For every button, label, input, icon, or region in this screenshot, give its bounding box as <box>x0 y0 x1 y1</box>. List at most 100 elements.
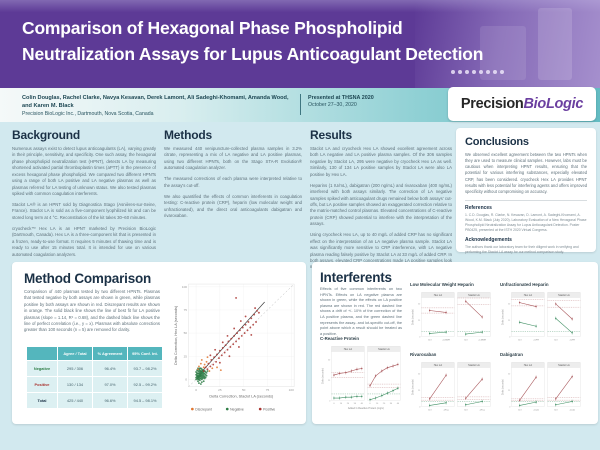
results-paragraph: Heparins (1 IU/mL), dabigatran (200 ng/m… <box>310 182 452 227</box>
svg-text:0: 0 <box>509 407 511 409</box>
lab-equipment-shape <box>538 8 572 80</box>
svg-text:20: 20 <box>347 403 350 405</box>
svg-text:20: 20 <box>383 403 386 405</box>
svg-text:Delta Correction, Hex LA (seco: Delta Correction, Hex LA (seconds) <box>174 305 178 365</box>
affiliation: Precision BioLogic Inc., Dartmouth, Nova… <box>22 110 154 117</box>
svg-text:0: 0 <box>195 388 197 392</box>
table-header-corner <box>27 347 57 360</box>
svg-text:Delta (seconds): Delta (seconds) <box>411 379 414 395</box>
svg-text:0: 0 <box>509 337 511 339</box>
author-names: Colin Douglas, Rachel Clarke, Navya Kesa… <box>22 95 289 110</box>
svg-text:+Riva: +Riva <box>479 409 485 411</box>
row-label-total: Total <box>27 393 57 408</box>
svg-text:40: 40 <box>361 403 364 405</box>
svg-text:100: 100 <box>289 388 294 392</box>
svg-text:Hex LA: Hex LA <box>434 294 443 297</box>
svg-text:Delta Correction, Staclot LA (: Delta Correction, Staclot LA (seconds) <box>209 394 274 398</box>
svg-text:Staclot LA: Staclot LA <box>468 364 480 367</box>
methods-heading: Methods <box>164 128 212 142</box>
svg-text:Delta (seconds): Delta (seconds) <box>411 309 414 325</box>
svg-text:100: 100 <box>182 285 187 289</box>
presented-dates: October 27–30, 2020 <box>308 102 357 109</box>
svg-text:75: 75 <box>184 308 188 312</box>
pipette-tips-decoration <box>451 70 504 74</box>
svg-text:+Dabi: +Dabi <box>569 409 575 411</box>
svg-text:0: 0 <box>329 400 331 402</box>
background-heading: Background <box>12 128 81 142</box>
table-header-agree-total: Agree / Total <box>58 347 92 360</box>
table-row: Positive 130 / 134 97.0% 92.5 – 99.2% <box>27 377 162 392</box>
svg-text:+UFH: +UFH <box>569 339 575 341</box>
interferents-heading: Interferents <box>320 270 392 285</box>
svg-text:Positive: Positive <box>263 407 275 411</box>
svg-text:0: 0 <box>419 407 421 409</box>
presented-block: Presented at THSNA 2020 October 27–30, 2… <box>308 94 418 110</box>
svg-text:0: 0 <box>419 337 421 339</box>
svg-text:Ctrl: Ctrl <box>464 408 468 411</box>
svg-text:+LMWH: +LMWH <box>478 339 486 341</box>
lmwh-chart-title: Low Molecular Weight Heparin <box>410 282 474 287</box>
logo-text-precision: Precision <box>460 96 524 112</box>
crp-svg: 0 25 50 Hex LA 0 10 20 30 40 Staclot LA 0 10 20 30 40 D… <box>321 346 401 410</box>
svg-text:Hex LA: Hex LA <box>434 364 443 367</box>
svg-text:+LMWH: +LMWH <box>442 339 450 341</box>
dabigatran-chart-title: Dabigatran <box>500 352 523 357</box>
table-row: Total 425 / 440 96.6% 94.5 – 98.1% <box>27 393 162 408</box>
agreement-table: Agree / Total % Agreement 95% Conf. Int.… <box>26 346 163 409</box>
svg-text:50: 50 <box>328 359 331 361</box>
svg-text:Delta (seconds): Delta (seconds) <box>501 379 504 395</box>
poster-title-line2: Neutralization Assays for Lupus Anticoag… <box>22 44 484 64</box>
svg-text:25: 25 <box>328 380 331 382</box>
cell-pct: 97.0% <box>93 377 127 392</box>
section-background: Background Numerous assays exist to dete… <box>12 128 156 263</box>
svg-text:0: 0 <box>185 378 187 382</box>
divider <box>300 94 301 115</box>
ufh-chart: 0 25 50 Hex LA Ctrl +UFH Staclot LA Ctrl +UFH Del… <box>500 289 582 350</box>
results-heading: Results <box>310 128 352 142</box>
references-text: 1. C.D. Douglas, R. Clarke, N. Kesavan, … <box>465 212 587 232</box>
svg-text:Delta (seconds): Delta (seconds) <box>501 309 504 325</box>
svg-text:50: 50 <box>184 331 188 335</box>
svg-text:Ctrl: Ctrl <box>428 408 432 411</box>
svg-text:Ctrl: Ctrl <box>518 338 522 341</box>
interferents-description: Effects of five common interferents on t… <box>320 287 402 336</box>
svg-text:Staclot LA: Staclot LA <box>468 294 480 297</box>
background-paragraph: cryocheck™ Hex LA is an HPNT marketed by… <box>12 225 156 257</box>
references-heading: References <box>465 204 492 211</box>
svg-text:+Riva: +Riva <box>443 409 449 411</box>
poster-title-line1: Comparison of Hexagonal Phase Phospholip… <box>22 18 403 38</box>
cell-agree-total: 425 / 440 <box>58 393 92 408</box>
svg-text:Ctrl: Ctrl <box>554 338 558 341</box>
lmwh-chart: 0 25 50 Hex LA Ctrl +LMWH Staclot LA Ctrl +LMWH D… <box>410 289 492 350</box>
svg-text:Staclot LA: Staclot LA <box>558 364 570 367</box>
cell-pct: 96.6% <box>93 393 127 408</box>
precision-biologic-logo: Precision BioLogic <box>448 87 596 121</box>
svg-text:Negative: Negative <box>230 407 244 411</box>
dabi-svg: 0 25 50 Hex LA Ctrl +Dabi Staclot LA Ctrl +Dabi D… <box>501 362 581 411</box>
dabigatran-chart: 0 25 50 Hex LA Ctrl +Dabi Staclot LA Ctrl +Dabi D… <box>500 359 582 420</box>
lmwh-chart-block: Low Molecular Weight Heparin 0 25 50 Hex LA… <box>410 282 492 350</box>
svg-text:25: 25 <box>184 354 188 358</box>
methods-paragraph: We measured 440 venipuncture-collected p… <box>164 146 302 171</box>
svg-text:+Dabi: +Dabi <box>533 409 539 411</box>
cell-agree-total: 295 / 306 <box>58 361 92 376</box>
method-comparison-heading: Method Comparison <box>24 271 152 286</box>
lmwh-svg: 0 25 50 Hex LA Ctrl +LMWH Staclot LA Ctrl +LMWH D… <box>411 292 491 341</box>
cell-ci: 93.7 – 98.2% <box>128 361 162 376</box>
svg-text:50: 50 <box>242 388 246 392</box>
section-conclusions: Conclusions We observed excellent agreem… <box>456 128 596 254</box>
authors-block: Colin Douglas, Rachel Clarke, Navya Kesa… <box>22 94 294 119</box>
svg-text:75: 75 <box>266 388 270 392</box>
presented-at: Presented at THSNA 2020 <box>308 95 374 101</box>
title-banner: Comparison of Hexagonal Phase Phospholip… <box>0 0 600 88</box>
section-methods: Methods We measured 440 venipuncture-col… <box>164 128 302 224</box>
acknowledgements-text: The authors thank our laboratory team fo… <box>465 244 579 254</box>
svg-text:Added C-Reactive Protein (mg/L: Added C-Reactive Protein (mg/L) <box>348 407 384 410</box>
results-paragraph: Staclot LA and cryocheck Hex LA showed e… <box>310 146 452 177</box>
svg-text:Staclot LA: Staclot LA <box>378 348 390 351</box>
acknowledgements-heading: Acknowledgements <box>465 236 512 243</box>
svg-text:50: 50 <box>418 374 421 376</box>
svg-text:25: 25 <box>418 320 421 322</box>
crp-chart-block: C-Reactive Protein 0 25 50 Hex LA 0 10 20 30 40 S… <box>320 336 402 417</box>
svg-text:50: 50 <box>418 304 421 306</box>
